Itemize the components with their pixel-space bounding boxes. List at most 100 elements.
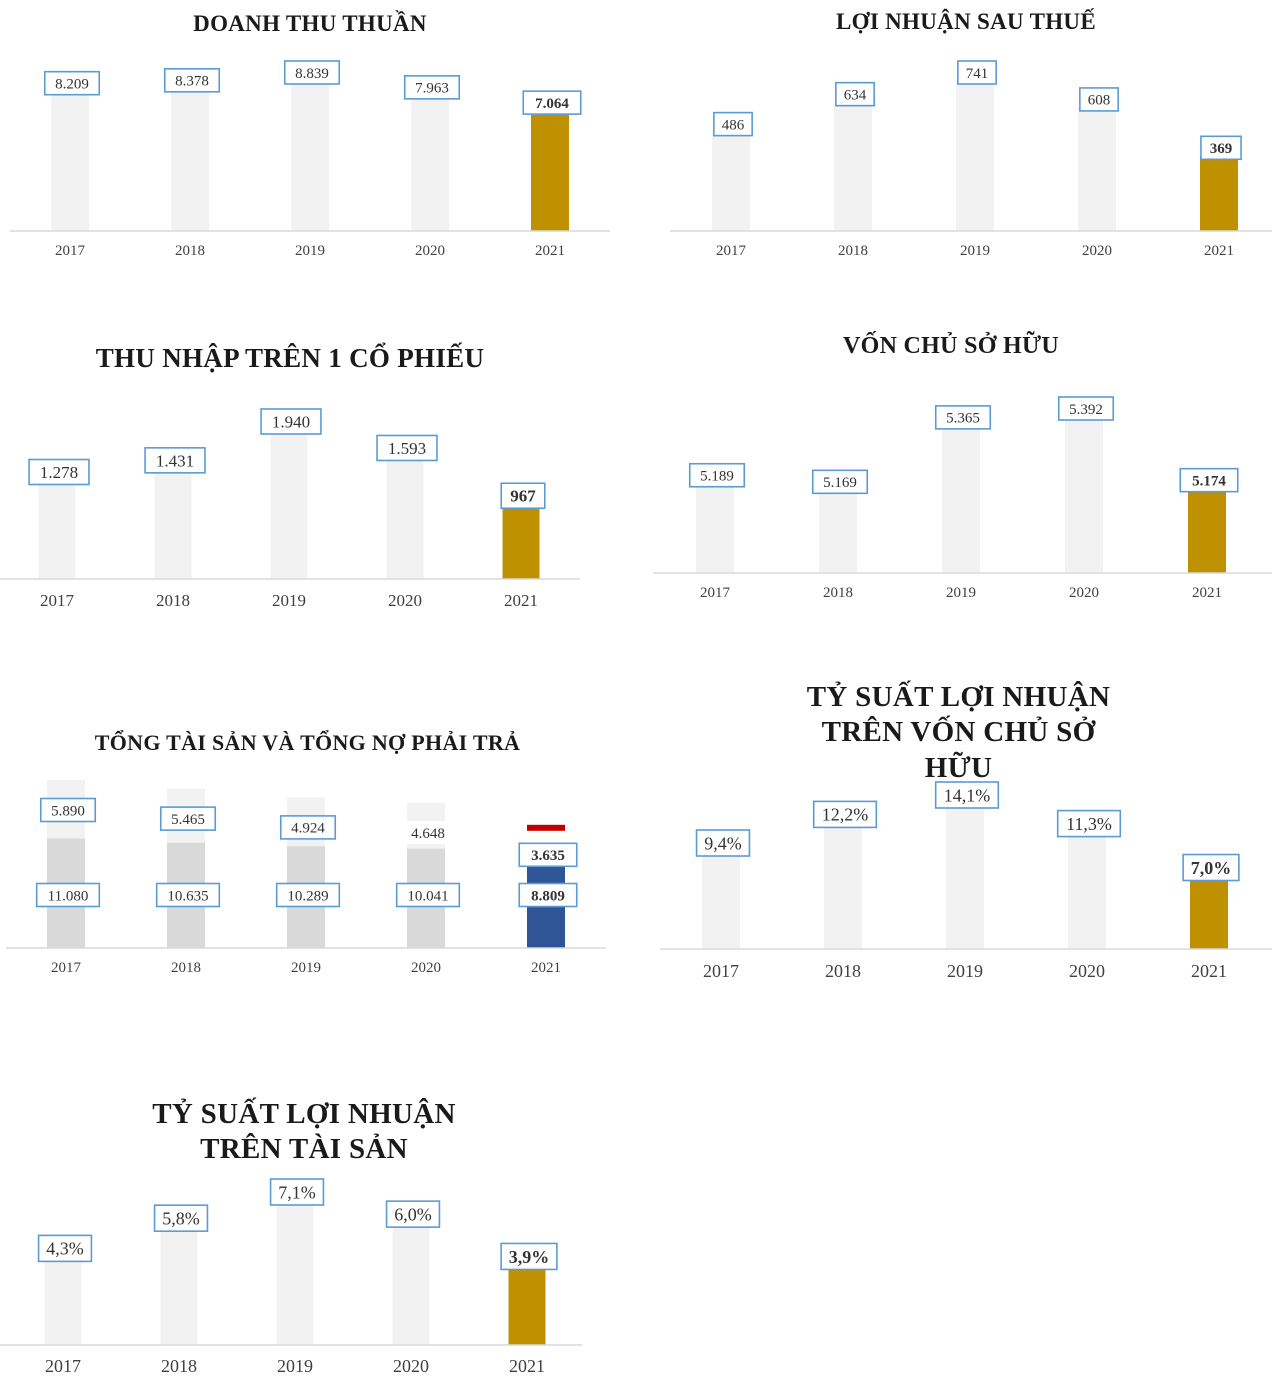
x-tick-label: 2020 <box>1069 961 1105 981</box>
data-label: 5.392 <box>1069 402 1103 418</box>
data-label-box <box>713 111 753 137</box>
bar-2020 <box>1065 417 1103 573</box>
bar-2021 <box>508 1266 546 1345</box>
bar-2021 <box>1188 488 1226 573</box>
x-tick-label: 2018 <box>161 1356 197 1376</box>
x-tick-label: 2021 <box>1192 585 1222 601</box>
data-label: 10.635 <box>167 888 208 904</box>
data-label: 8.809 <box>531 888 565 904</box>
chart-roa: TỶ SUẤT LỢI NHUẬN TRÊN TÀI SẢN 4,3% 5,8% 7… <box>0 1085 620 1376</box>
x-tick-label: 2017 <box>40 591 75 610</box>
chart-plot: 8.209 8.378 8.839 7.963 7.064 2017 2018 2019 202… <box>10 60 610 259</box>
data-label-box <box>1079 87 1119 112</box>
bar-2018 <box>171 88 209 232</box>
data-label: 11.080 <box>48 888 89 904</box>
x-tick-label: 2019 <box>295 243 325 259</box>
x-tick-label: 2020 <box>1082 243 1112 259</box>
chart-tong-tai-san-no-phai-tra: TỔNG TÀI SẢN VÀ TỔNG NỢ PHẢI TRẢ 11.080 5… <box>0 720 620 1000</box>
data-label: 8.839 <box>295 66 329 82</box>
x-tick-label: 2017 <box>55 243 86 259</box>
chart-title: TỶ SUẤT LỢI NHUẬN TRÊN VỐN CHỦ SỞ HỮU <box>806 681 1111 784</box>
chart-thu-nhap-tren-co-phieu: THU NHẬP TRÊN 1 CỔ PHIẾU 1.278 1.431 1.940… <box>0 330 620 620</box>
bar-2018 <box>824 824 862 949</box>
data-label-box <box>1179 467 1239 493</box>
x-tick-label: 2018 <box>823 585 853 601</box>
bar-2018 <box>160 1228 198 1345</box>
data-label-box <box>279 815 337 840</box>
chart-roe: TỶ SUẤT LỢI NHUẬN TRÊN VỐN CHỦ SỞ HỮU 9,… <box>655 670 1272 1000</box>
x-tick-label: 2021 <box>1191 961 1227 981</box>
x-tick-label: 2020 <box>388 591 422 610</box>
chart-title: VỐN CHỦ SỞ HỮU <box>843 333 1059 359</box>
x-tick-label: 2017 <box>716 243 747 259</box>
data-label: 10.041 <box>407 888 448 904</box>
x-tick-label: 2018 <box>175 243 205 259</box>
chart-plot: 486 634 741 608 369 2017 2018 2019 2020 2021 <box>670 60 1272 259</box>
x-tick-label: 2017 <box>703 961 739 981</box>
bar-2021 <box>531 111 569 231</box>
data-label-box <box>695 829 751 857</box>
x-tick-label: 2021 <box>535 243 565 259</box>
chart-title: LỢI NHUẬN SAU THUẾ <box>836 9 1096 34</box>
data-label: 5.189 <box>700 468 734 484</box>
data-label: 7.064 <box>535 96 569 112</box>
data-label: 3,9% <box>509 1247 550 1267</box>
chart-title: DOANH THU THUẦN <box>193 11 427 36</box>
bar-2021 <box>1200 156 1238 231</box>
data-label-box <box>35 882 101 908</box>
data-label: 5.465 <box>171 812 205 828</box>
data-label-box <box>144 447 206 474</box>
bar-2017 <box>51 91 89 231</box>
chart-title: THU NHẬP TRÊN 1 CỔ PHIẾU <box>95 343 485 373</box>
data-label-box <box>500 1242 558 1271</box>
data-label-box <box>275 882 341 908</box>
data-label-box <box>37 1234 93 1263</box>
chart-plot: 11.080 5.890 10.635 5.465 10.289 4.924 10.041 4… <box>6 780 606 976</box>
data-label: 12,2% <box>822 805 869 825</box>
x-tick-label: 2021 <box>504 591 538 610</box>
x-tick-label: 2021 <box>531 960 561 976</box>
x-tick-label: 2019 <box>947 961 983 981</box>
data-label-box <box>688 462 746 488</box>
data-label-box <box>522 90 582 115</box>
bar-2019 <box>956 81 994 231</box>
data-label-box <box>811 469 869 495</box>
x-tick-label: 2020 <box>415 243 445 259</box>
data-label-box <box>283 60 341 85</box>
chart-title: TỔNG TÀI SẢN VÀ TỔNG NỢ PHẢI TRẢ <box>94 730 521 755</box>
chart-doanh-thu-thuan: DOANH THU THUẦN 8.209 8.378 8.839 7.963 7.06… <box>0 0 620 280</box>
data-label: 7,0% <box>1191 858 1232 878</box>
data-label-box <box>518 842 578 868</box>
data-label-box <box>385 1200 441 1228</box>
data-label: 967 <box>510 487 536 506</box>
data-label-box <box>269 1178 325 1206</box>
bar-2019 <box>270 431 308 579</box>
x-tick-label: 2017 <box>45 1356 81 1376</box>
data-label: 634 <box>844 87 867 103</box>
x-tick-label: 2019 <box>946 585 976 601</box>
data-label: 1.940 <box>272 412 310 431</box>
data-label: 5.365 <box>946 411 980 427</box>
data-label: 8.378 <box>175 74 209 90</box>
x-tick-label: 2019 <box>277 1356 313 1376</box>
bar-2019 <box>946 805 984 949</box>
data-label: 10.289 <box>287 888 328 904</box>
data-label: 5.169 <box>823 475 857 491</box>
chart-title: TỶ SUẤT LỢI NHUẬN TRÊN TÀI SẢN <box>152 1098 456 1166</box>
data-label: 1.593 <box>388 439 426 458</box>
data-label-box <box>518 882 578 908</box>
data-label: 5,8% <box>162 1208 200 1228</box>
data-label-box <box>835 81 875 107</box>
bar-2020 <box>1078 107 1116 231</box>
data-label: 8.209 <box>55 76 89 92</box>
data-label: 3.635 <box>531 848 565 864</box>
x-tick-label: 2020 <box>393 1356 429 1376</box>
data-label-box <box>159 806 217 831</box>
data-label-box <box>500 482 546 510</box>
bar-2018 <box>154 469 192 579</box>
x-tick-label: 2019 <box>960 243 990 259</box>
data-label: 9,4% <box>704 833 742 853</box>
data-label-box <box>812 800 878 829</box>
x-tick-label: 2018 <box>156 591 190 610</box>
bar-2019 <box>291 81 329 231</box>
